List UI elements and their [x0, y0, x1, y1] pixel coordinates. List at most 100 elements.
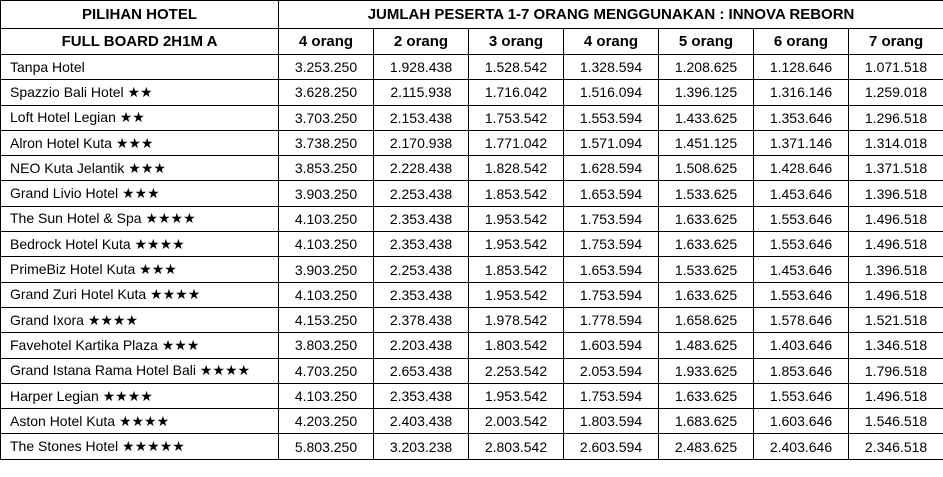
- price-cell: 1.633.625: [658, 382, 754, 410]
- price-cell: 2.253.438: [373, 180, 469, 207]
- price-cell: 1.353.646: [753, 104, 849, 131]
- price-cell: 2.353.438: [373, 205, 469, 233]
- price-cell: 1.653.594: [563, 256, 659, 283]
- price-cell: 2.003.542: [468, 408, 564, 435]
- price-cell: 1.553.646: [753, 205, 849, 233]
- price-cell: 1.553.646: [753, 382, 849, 410]
- price-cell: 1.853.646: [753, 357, 849, 384]
- price-cell: 2.253.542: [468, 357, 564, 384]
- column-header: 2 orang: [373, 28, 469, 55]
- hotel-row: Aston Hotel Kuta ★★★★ 4.203.250 2.403.438 2…: [0, 408, 943, 435]
- price-cell: 1.796.518: [847, 357, 943, 384]
- hotel-name: Bedrock Hotel Kuta ★★★★: [0, 231, 279, 258]
- price-cell: 1.496.518: [847, 382, 943, 410]
- hotel-name: Grand Zuri Hotel Kuta ★★★★: [0, 281, 279, 308]
- price-cell: 1.128.646: [753, 53, 849, 81]
- column-header: 4 orang: [278, 28, 374, 55]
- price-cell: 1.953.542: [468, 281, 564, 308]
- price-cell: 4.153.250: [278, 306, 374, 334]
- price-cell: 1.508.625: [658, 155, 754, 182]
- price-cell: 1.346.518: [847, 332, 943, 359]
- hotel-name: Spazzio Bali Hotel ★★: [0, 79, 279, 106]
- price-cell: 2.378.438: [373, 306, 469, 334]
- price-cell: 1.633.625: [658, 205, 754, 233]
- price-cell: 1.371.146: [753, 129, 849, 157]
- price-cell: 2.803.542: [468, 433, 564, 460]
- price-cell: 1.628.594: [563, 155, 659, 182]
- price-cell: 1.828.542: [468, 155, 564, 182]
- price-cell: 1.546.518: [847, 408, 943, 435]
- price-cell: 2.653.438: [373, 357, 469, 384]
- price-cell: 1.451.125: [658, 129, 754, 157]
- price-cell: 1.528.542: [468, 53, 564, 81]
- price-cell: 1.453.646: [753, 180, 849, 207]
- price-cell: 1.259.018: [847, 79, 943, 106]
- title-line: PILIHAN HOTEL: [0, 0, 279, 29]
- hotel-name: Alron Hotel Kuta ★★★: [0, 129, 279, 157]
- hotel-row: Grand Zuri Hotel Kuta ★★★★ 4.103.250 2.353…: [0, 281, 943, 308]
- price-cell: 1.633.625: [658, 231, 754, 258]
- price-cell: 2.603.594: [563, 433, 659, 460]
- price-cell: 1.496.518: [847, 281, 943, 308]
- price-cell: 1.603.646: [753, 408, 849, 435]
- price-cell: 1.578.646: [753, 306, 849, 334]
- price-cell: 1.633.625: [658, 281, 754, 308]
- price-cell: 2.346.518: [847, 433, 943, 460]
- price-cell: 1.653.594: [563, 180, 659, 207]
- price-cell: 1.496.518: [847, 231, 943, 258]
- price-cell: 3.253.250: [278, 53, 374, 81]
- hotel-row: Grand Istana Rama Hotel Bali ★★★★ 4.703.2…: [0, 357, 943, 384]
- price-cell: 1.953.542: [468, 231, 564, 258]
- hotel-name: Tanpa Hotel: [0, 53, 279, 81]
- hotel-name: The Stones Hotel ★★★★★: [0, 433, 279, 460]
- price-cell: 1.603.594: [563, 332, 659, 359]
- hotel-name: Grand Istana Rama Hotel Bali ★★★★: [0, 357, 279, 384]
- price-cell: 1.553.646: [753, 231, 849, 258]
- column-header: 3 orang: [468, 28, 564, 55]
- hotel-row: Favehotel Kartika Plaza ★★★ 3.803.250 2.20…: [0, 332, 943, 359]
- price-cell: 1.428.646: [753, 155, 849, 182]
- price-cell: 3.628.250: [278, 79, 374, 106]
- hotel-row: Loft Hotel Legian ★★ 3.703.250 2.153.438 1.…: [0, 104, 943, 131]
- price-cell: 3.903.250: [278, 180, 374, 207]
- hotel-row: NEO Kuta Jelantik ★★★ 3.853.250 2.228.438 1…: [0, 155, 943, 182]
- price-cell: 2.353.438: [373, 231, 469, 258]
- span-title: JUMLAH PESERTA 1-7 ORANG MENGGUNAKAN : I…: [277, 0, 943, 29]
- price-cell: 1.316.146: [753, 79, 849, 106]
- price-cell: 1.403.646: [753, 332, 849, 359]
- price-cell: 2.170.938: [373, 129, 469, 157]
- hotel-row: The Sun Hotel & Spa ★★★★ 4.103.250 2.353.4…: [0, 205, 943, 233]
- price-cell: 3.703.250: [278, 104, 374, 131]
- price-cell: 1.853.542: [468, 256, 564, 283]
- price-table: PILIHAN HOTEL JUMLAH PESERTA 1-7 ORANG ME…: [0, 0, 943, 460]
- price-cell: 2.053.594: [563, 357, 659, 384]
- price-cell: 1.433.625: [658, 104, 754, 131]
- price-cell: 1.071.518: [847, 53, 943, 81]
- price-cell: 1.396.518: [847, 180, 943, 207]
- price-cell: 1.496.518: [847, 205, 943, 233]
- price-cell: 4.103.250: [278, 205, 374, 233]
- price-cell: 1.771.042: [468, 129, 564, 157]
- price-cell: 1.803.542: [468, 332, 564, 359]
- price-cell: 1.396.518: [847, 256, 943, 283]
- hotel-row: Spazzio Bali Hotel ★★ 3.628.250 2.115.938 1…: [0, 79, 943, 106]
- title-line: FULL BOARD 2H1M A: [0, 28, 279, 55]
- price-cell: 1.483.625: [658, 332, 754, 359]
- hotel-row: Alron Hotel Kuta ★★★ 3.738.250 2.170.938 1.…: [0, 129, 943, 157]
- price-cell: 1.553.594: [563, 104, 659, 131]
- price-cell: 5.803.250: [278, 433, 374, 460]
- price-cell: 1.296.518: [847, 104, 943, 131]
- price-cell: 2.228.438: [373, 155, 469, 182]
- hotel-row: Harper Legian ★★★★ 4.103.250 2.353.438 1.95…: [0, 382, 943, 410]
- price-cell: 1.803.594: [563, 408, 659, 435]
- price-cell: 1.208.625: [658, 53, 754, 81]
- price-cell: 1.753.594: [563, 382, 659, 410]
- hotel-row: Grand Ixora ★★★★ 4.153.250 2.378.438 1.978.…: [0, 306, 943, 334]
- hotel-row: Tanpa Hotel 3.253.250 1.928.438 1.528.542 1.…: [0, 53, 943, 81]
- hotel-row: Grand Livio Hotel ★★★ 3.903.250 2.253.438 1…: [0, 180, 943, 207]
- price-cell: 1.371.518: [847, 155, 943, 182]
- price-cell: 2.253.438: [373, 256, 469, 283]
- price-cell: 1.953.542: [468, 205, 564, 233]
- hotel-name: Grand Livio Hotel ★★★: [0, 180, 279, 207]
